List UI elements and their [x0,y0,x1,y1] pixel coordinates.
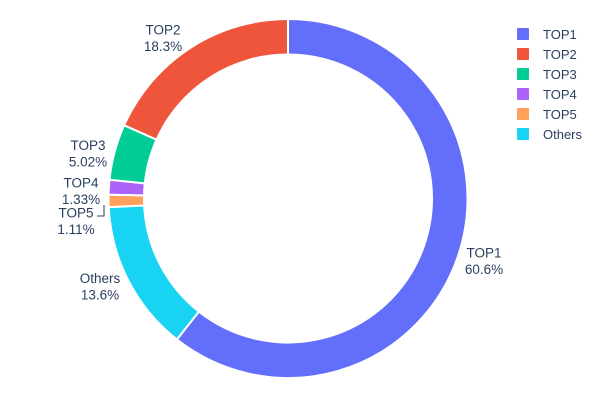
pie-slice-top2[interactable] [122,17,289,142]
slice-label-top5-value: 1.11% [57,222,94,237]
legend-item-others[interactable]: Others [517,124,582,144]
legend: TOP1 TOP2 TOP3 TOP4 TOP5 Others [517,24,582,144]
legend-label: TOP3 [543,66,577,82]
legend-swatch-top5 [517,108,529,120]
slice-label-top4-name: TOP4 [63,176,99,191]
legend-item-top5[interactable]: TOP5 [517,104,582,124]
pie-slice-top5[interactable] [107,193,146,209]
legend-swatch-top4 [517,88,529,100]
slice-label-top1-name: TOP1 [466,246,501,261]
slice-label-top4-value: 1.33% [62,192,100,207]
legend-item-top4[interactable]: TOP4 [517,84,582,104]
slice-label-others-value: 13.6% [81,288,119,303]
slice-label-top3-name: TOP3 [70,138,105,153]
legend-item-top1[interactable]: TOP1 [517,24,582,44]
legend-swatch-top1 [517,28,529,40]
legend-label: TOP5 [543,106,577,122]
slice-label-others-name: Others [80,271,121,286]
legend-label: Others [543,126,583,142]
slice-label-top3-value: 5.02% [69,155,107,170]
slice-label-top2-name: TOP2 [145,23,180,38]
legend-swatch-top3 [517,68,529,80]
legend-label: TOP4 [543,86,577,102]
legend-label: TOP1 [543,26,577,42]
slice-label-top1-value: 60.6% [465,262,503,277]
pie-slice-top1[interactable] [175,17,469,379]
legend-swatch-others [517,128,529,140]
leader-line-top5 [97,205,105,217]
slice-label-top2-value: 18.3% [144,39,182,54]
legend-item-top3[interactable]: TOP3 [517,64,582,84]
slice-label-top5-name: TOP5 [58,206,93,221]
legend-swatch-top2 [517,48,529,60]
legend-item-top2[interactable]: TOP2 [517,44,582,64]
pie-slice-others[interactable] [107,204,201,341]
legend-label: TOP2 [543,46,577,62]
